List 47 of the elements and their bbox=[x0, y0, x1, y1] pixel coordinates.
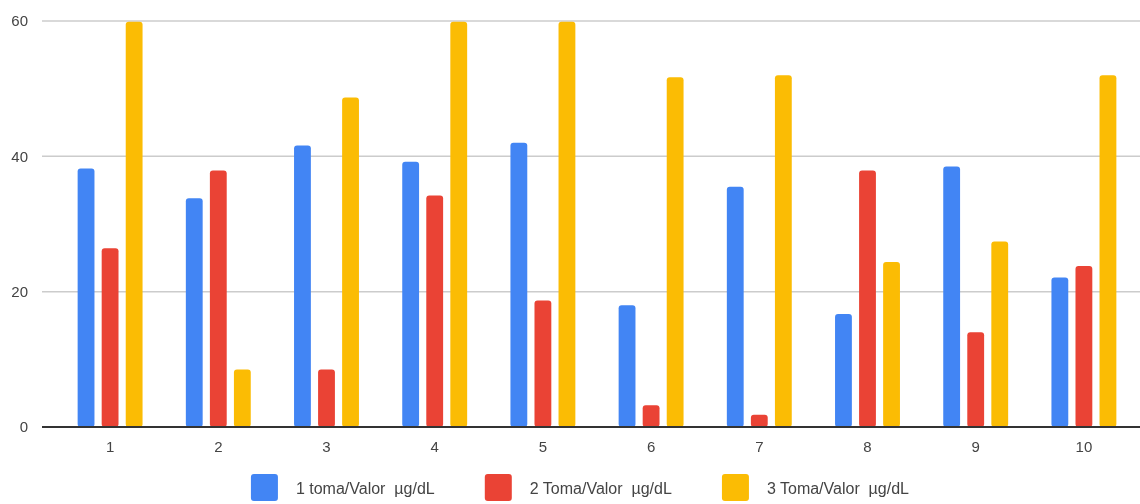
bar bbox=[991, 241, 1009, 427]
bar bbox=[294, 145, 311, 427]
bar bbox=[185, 198, 203, 427]
x-tick-label: 5 bbox=[538, 437, 548, 455]
x-tick-label: 10 bbox=[1075, 437, 1093, 455]
x-tick-label: 9 bbox=[971, 437, 980, 455]
legend-label: 3 Toma/Valor µg/dL bbox=[766, 480, 910, 497]
bar bbox=[1099, 75, 1117, 427]
legend-label: 2 Toma/Valor µg/dL bbox=[529, 480, 672, 497]
bar bbox=[618, 305, 636, 427]
bar bbox=[666, 77, 684, 427]
bar bbox=[558, 21, 576, 427]
bar bbox=[534, 300, 552, 427]
x-tick-label: 3 bbox=[322, 437, 331, 455]
x-tick-label: 1 bbox=[105, 437, 115, 455]
bar bbox=[726, 186, 744, 427]
bar bbox=[209, 170, 227, 427]
legend-label: 1 toma/Valor µg/dL bbox=[295, 480, 435, 497]
y-tick-label: 40 bbox=[11, 147, 28, 165]
x-tick-label: 7 bbox=[755, 437, 764, 455]
y-tick-label: 20 bbox=[11, 282, 28, 300]
bar bbox=[318, 369, 335, 427]
bar bbox=[426, 195, 444, 427]
bar bbox=[1075, 265, 1093, 427]
bar bbox=[125, 21, 143, 427]
bar bbox=[774, 75, 792, 427]
bar bbox=[510, 142, 528, 427]
y-tick-label: 0 bbox=[19, 418, 28, 436]
bar bbox=[450, 21, 468, 427]
x-tick-label: 8 bbox=[863, 437, 872, 455]
x-tick-label: 4 bbox=[430, 437, 439, 455]
bar bbox=[835, 314, 852, 427]
x-tick-label: 6 bbox=[646, 437, 656, 455]
bar bbox=[101, 248, 119, 427]
bar bbox=[77, 168, 95, 427]
bar bbox=[943, 166, 961, 427]
bar bbox=[967, 332, 985, 427]
bar bbox=[233, 369, 251, 427]
bar bbox=[342, 97, 359, 427]
y-tick-label: 60 bbox=[11, 12, 28, 30]
bar bbox=[750, 414, 768, 427]
bar bbox=[859, 170, 876, 427]
x-tick-label: 2 bbox=[214, 437, 223, 455]
bar bbox=[402, 161, 420, 427]
bar bbox=[642, 405, 660, 427]
bar bbox=[883, 261, 900, 427]
bar bbox=[1051, 277, 1069, 427]
